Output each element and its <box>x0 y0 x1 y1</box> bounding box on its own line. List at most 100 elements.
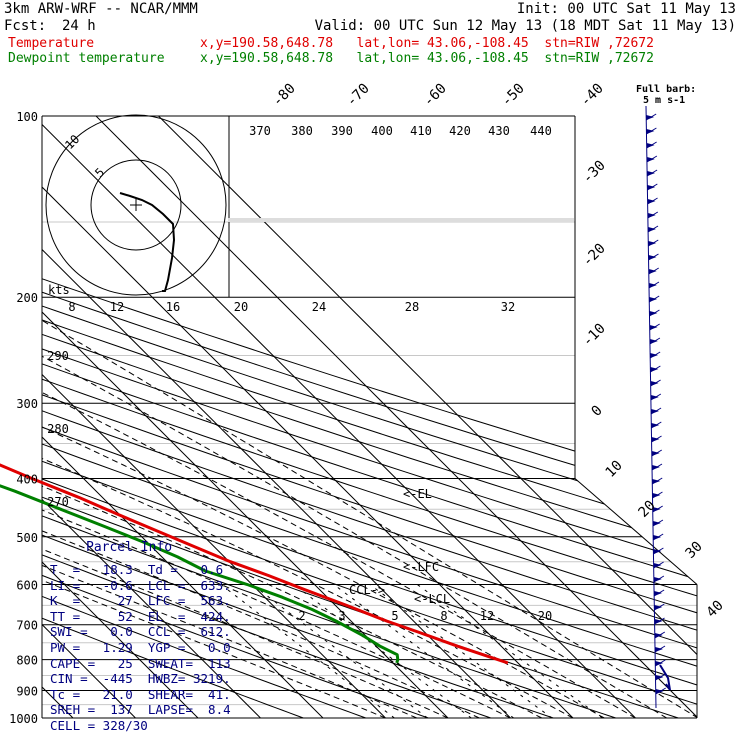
wind-barb-flag <box>651 409 660 414</box>
dry-adiabat-line <box>42 116 616 718</box>
pressure-tick-label: 200 <box>16 291 38 305</box>
moist-adiabat-line <box>42 296 636 718</box>
temperature-location: x,y=190.58,648.78 lat,lon= 43.06,-108.45… <box>200 36 654 51</box>
mixing-ratio-label: 12 <box>480 609 494 623</box>
isotherm-label: -30 <box>580 158 609 187</box>
forecast-label: Fcst: <box>4 18 47 34</box>
theta-label: 400 <box>371 124 393 138</box>
wind-barb-flag <box>650 395 659 400</box>
theta-label: 380 <box>291 124 313 138</box>
isotherm-line <box>42 116 386 718</box>
wind-barb-flag <box>655 689 664 694</box>
dry-adiabat-line <box>42 116 697 718</box>
wind-barb-flag <box>651 423 660 428</box>
wind-barb-flag <box>651 437 660 442</box>
wind-barb-flag <box>652 465 660 470</box>
moist-adiabat-line <box>42 296 697 718</box>
speed-axis-tick: 28 <box>405 300 419 314</box>
level-label-lfc: <-LFC <box>403 560 439 574</box>
mixing-ratio-line <box>220 584 395 718</box>
moist-adiabat-line <box>42 296 668 718</box>
dry-adiabat-line <box>42 116 697 718</box>
dry-adiabat-line <box>42 116 429 718</box>
mixing-ratio-label: 8 <box>440 609 447 623</box>
wind-barb-flag <box>653 535 662 540</box>
isotherm-label: -60 <box>421 81 450 110</box>
wind-barb-flag <box>646 143 655 148</box>
isotherm-label: -80 <box>270 81 299 110</box>
isotherm-label: -40 <box>578 81 607 110</box>
isotherm-label: -70 <box>344 81 373 110</box>
speed-axis-tick: 20 <box>234 300 248 314</box>
isotherm-line <box>42 116 324 718</box>
moist-adiabat-line <box>42 296 511 718</box>
mixing-ratio-line <box>416 583 603 718</box>
wind-barb-flag <box>646 157 655 162</box>
mixing-ratio-label: 2 <box>298 609 305 623</box>
wind-barb-flag <box>649 297 658 302</box>
mixing-ratio-label: 3 <box>338 609 345 623</box>
wind-barb-flag <box>647 185 656 190</box>
wind-barb-flag <box>646 129 655 134</box>
speed-axis-tick: 32 <box>501 300 515 314</box>
dry-adiabat-line <box>42 116 697 718</box>
wind-barb-flag <box>647 171 656 176</box>
theta-label: 430 <box>488 124 510 138</box>
dry-adiabat-line <box>42 116 697 718</box>
parcel-info-row: Tc = 21.0 SHEAR= 41. <box>50 686 231 702</box>
wind-barb-flag <box>648 283 657 288</box>
moist-adiabat-line <box>42 296 543 718</box>
wind-barb-flag <box>648 241 657 246</box>
isotherm-label: 0 <box>589 403 606 420</box>
mixing-ratio-line <box>251 584 428 718</box>
wind-barb-flag <box>647 199 656 204</box>
valid-time: Valid: 00 UTC Sun 12 May 13 (18 MDT Sat … <box>314 18 736 34</box>
plot-skew-border <box>574 478 698 585</box>
moist-adiabat-line <box>42 296 449 718</box>
wind-barb-flag <box>653 577 662 582</box>
mixing-ratio-label: 20 <box>538 609 552 623</box>
temperature-profile <box>0 463 509 665</box>
dry-adiabat-line <box>42 116 679 718</box>
moist-adiabat-line <box>42 296 480 718</box>
dewpoint-profile <box>0 484 400 664</box>
dry-adiabat-line <box>42 116 697 718</box>
dry-adiabat-line <box>42 116 697 718</box>
isotherm-label: 30 <box>683 539 706 562</box>
wind-barb-flag <box>649 311 658 316</box>
pressure-tick-label: 600 <box>16 578 38 592</box>
isotherm-line <box>42 116 511 718</box>
moist-adiabat-line <box>42 296 605 718</box>
parcel-info-row: CAPE = 25 SWEAT= 113 <box>50 655 231 671</box>
parcel-info-row: T = 18.3 Td = 0.6 <box>50 562 224 577</box>
isotherm-label: -10 <box>580 321 609 350</box>
pressure-tick-label: 900 <box>16 684 38 698</box>
pressure-tick-label: 500 <box>16 531 38 545</box>
wind-barb-surface <box>659 664 671 691</box>
mixing-ratio-label: 5 <box>391 609 398 623</box>
level-label-el: <-EL <box>403 487 432 501</box>
theta-label: 440 <box>530 124 552 138</box>
model-title: 3km ARW-WRF -- NCAR/MMM <box>4 1 198 17</box>
pressure-tick-label: 800 <box>16 654 38 668</box>
dewpoint-location: x,y=190.58,648.78 lat,lon= 43.06,-108.45… <box>200 51 654 66</box>
pressure-tick-label: 100 <box>16 110 38 124</box>
theta-label: 390 <box>331 124 353 138</box>
isotherm-line <box>42 116 449 718</box>
isotherm-line <box>42 116 261 718</box>
wind-barb-flag <box>647 213 656 218</box>
parcel-info-row: CIN = -445 HWBZ= 3219. <box>50 671 231 687</box>
parcel-info-row: SREH = 137 LAPSE= 8.4 <box>50 702 231 718</box>
parcel-info-row: SWI = 0.0 CCL = 612. <box>50 624 231 640</box>
forecast-hour: 24 h <box>62 18 96 34</box>
level-label-ccl: CCL-> <box>349 583 385 597</box>
wind-barb-flag <box>655 647 664 652</box>
wind-barb-flag <box>651 451 660 456</box>
hodograph-units-label: kts <box>48 283 70 297</box>
wind-barb-flag <box>649 339 658 344</box>
wind-barb-flag <box>654 633 663 638</box>
wind-barb-flag <box>652 479 661 484</box>
wind-barb-staff <box>645 105 657 709</box>
hodograph-shadow <box>228 218 574 222</box>
